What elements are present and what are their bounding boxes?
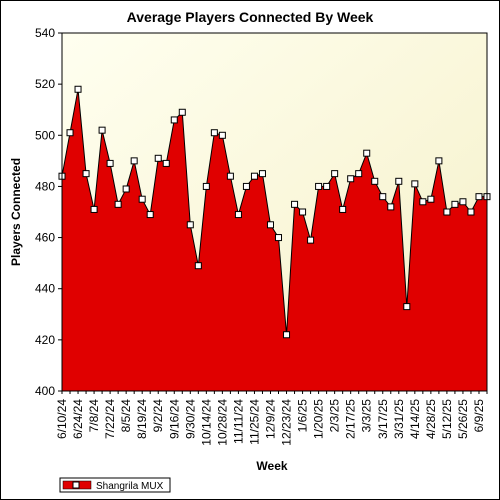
x-tick-label: 9/16/24	[167, 399, 181, 439]
data-point[interactable]	[90, 205, 98, 213]
data-point[interactable]	[242, 182, 250, 190]
x-tick-label: 10/28/24	[215, 399, 229, 446]
data-point[interactable]	[323, 182, 331, 190]
data-point[interactable]	[387, 203, 395, 211]
data-point[interactable]	[395, 177, 403, 185]
data-point[interactable]	[170, 116, 178, 124]
data-point[interactable]	[202, 182, 210, 190]
data-point[interactable]	[403, 303, 411, 311]
x-axis: 6/10/24 6/24/24 7/8/24 7/22/24 8/5/24 8/19/24…	[55, 391, 488, 446]
data-point[interactable]	[130, 157, 138, 165]
y-tick-label: 500	[35, 128, 55, 142]
x-tick-label: 10/14/24	[199, 399, 213, 446]
data-point[interactable]	[138, 195, 146, 203]
plot-border	[61, 32, 488, 392]
legend-marker	[72, 481, 80, 489]
data-point[interactable]	[250, 172, 258, 180]
data-point[interactable]	[467, 208, 475, 216]
data-point[interactable]	[114, 200, 122, 208]
data-point[interactable]	[82, 170, 90, 178]
data-point[interactable]	[451, 200, 459, 208]
data-point[interactable]	[339, 205, 347, 213]
data-point[interactable]	[162, 159, 170, 167]
chart-title: Average Players Connected By Week	[127, 9, 374, 25]
data-point[interactable]	[210, 129, 218, 137]
x-tick-label: 6/24/24	[71, 399, 85, 439]
data-point[interactable]	[371, 177, 379, 185]
data-point[interactable]	[315, 182, 323, 190]
y-tick-label: 420	[35, 333, 55, 347]
y-tick-label: 540	[35, 26, 55, 40]
y-tick-label: 520	[35, 77, 55, 91]
data-point[interactable]	[291, 200, 299, 208]
data-point[interactable]	[299, 208, 307, 216]
data-point[interactable]	[106, 159, 114, 167]
data-point[interactable]	[427, 195, 435, 203]
x-tick-label: 8/5/24	[119, 399, 133, 433]
data-point[interactable]	[122, 185, 130, 193]
data-point[interactable]	[226, 172, 234, 180]
data-point[interactable]	[194, 262, 202, 270]
x-tick-label: 7/22/24	[103, 399, 117, 439]
data-point[interactable]	[411, 180, 419, 188]
x-tick-label: 9/2/24	[151, 399, 165, 433]
x-tick-label: 12/23/24	[280, 399, 294, 446]
data-point[interactable]	[475, 193, 483, 201]
data-point[interactable]	[459, 198, 467, 206]
data-point[interactable]	[234, 211, 242, 219]
y-axis-title: Players Connected	[9, 158, 23, 266]
x-tick-label: 1/20/25	[312, 399, 326, 439]
data-point[interactable]	[283, 331, 291, 339]
x-axis-title: Week	[256, 459, 287, 473]
legend-label: Shangrila MUX	[96, 481, 164, 492]
x-tick-label: 2/17/25	[344, 399, 358, 439]
x-tick-label: 3/31/25	[392, 399, 406, 439]
data-point[interactable]	[186, 221, 194, 229]
x-tick-label: 3/3/25	[360, 399, 374, 433]
data-point[interactable]	[146, 211, 154, 219]
data-point[interactable]	[331, 170, 339, 178]
x-tick-label: 2/3/25	[328, 399, 342, 433]
y-tick-label: 460	[35, 231, 55, 245]
x-tick-label: 9/30/24	[183, 399, 197, 439]
y-axis: 400 420 440 460 480 500 520 540	[35, 26, 62, 398]
x-tick-label: 3/17/25	[376, 399, 390, 439]
data-point[interactable]	[178, 108, 186, 116]
y-tick-label: 440	[35, 282, 55, 296]
data-point[interactable]	[98, 126, 106, 134]
y-tick-label: 480	[35, 179, 55, 193]
data-point[interactable]	[363, 149, 371, 157]
x-tick-label: 11/25/24	[247, 399, 261, 445]
data-point[interactable]	[66, 129, 74, 137]
x-tick-label: 4/28/25	[424, 399, 438, 439]
data-point[interactable]	[218, 131, 226, 139]
data-point[interactable]	[266, 221, 274, 229]
x-tick-label: 6/10/24	[55, 399, 69, 439]
x-tick-label: 12/9/24	[263, 399, 277, 439]
y-tick-label: 400	[35, 384, 55, 398]
x-tick-label: 5/12/25	[440, 399, 454, 439]
data-point[interactable]	[307, 236, 315, 244]
data-point[interactable]	[154, 154, 162, 162]
data-point[interactable]	[419, 198, 427, 206]
legend[interactable]: Shangrila MUX	[59, 477, 171, 493]
x-tick-label: 5/26/25	[456, 399, 470, 439]
data-point[interactable]	[275, 234, 283, 242]
data-point[interactable]	[74, 85, 82, 93]
data-point[interactable]	[347, 175, 355, 183]
x-tick-label: 4/14/25	[408, 399, 422, 439]
x-tick-label: 8/19/24	[135, 399, 149, 439]
x-tick-label: 11/11/24	[231, 399, 245, 444]
data-point[interactable]	[443, 208, 451, 216]
x-tick-label: 1/6/25	[296, 399, 310, 433]
data-point[interactable]	[355, 170, 363, 178]
data-point[interactable]	[435, 157, 443, 165]
x-tick-label: 6/9/25	[472, 399, 486, 433]
data-point[interactable]	[379, 193, 387, 201]
data-point[interactable]	[258, 170, 266, 178]
x-tick-label: 7/8/24	[87, 399, 101, 433]
